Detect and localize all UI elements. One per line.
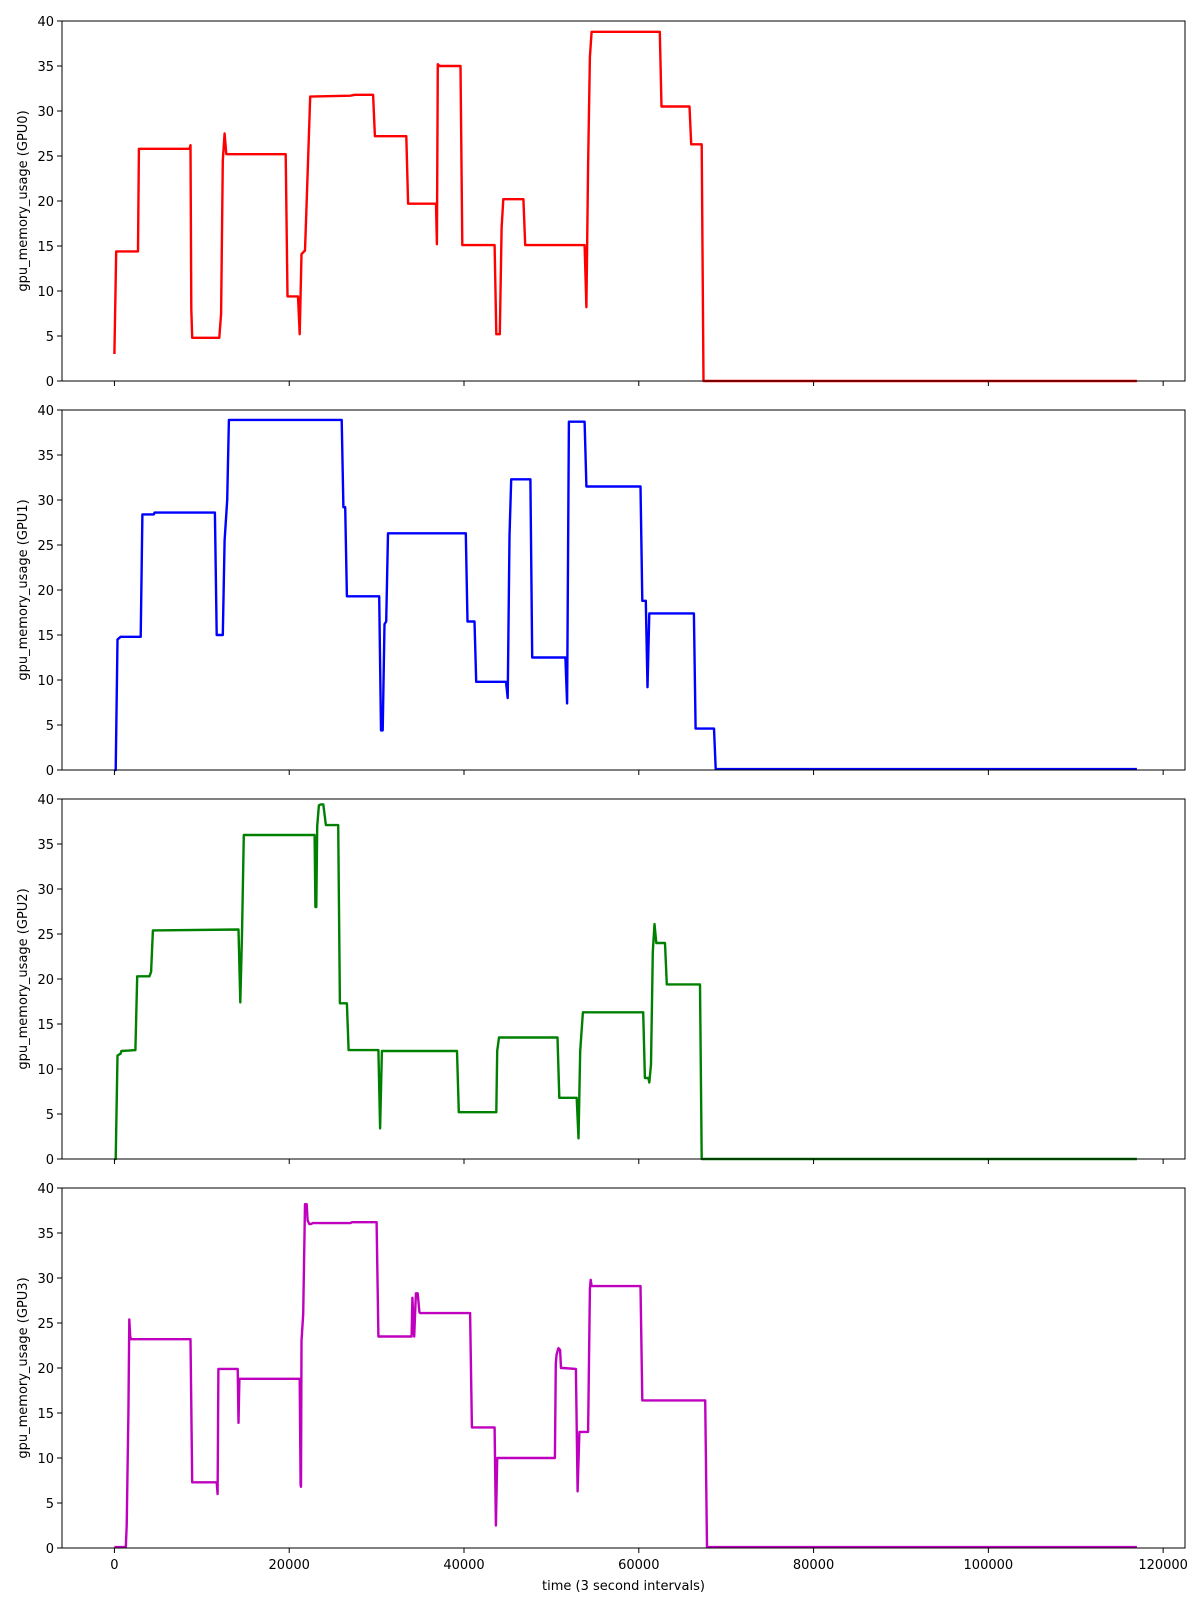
y-tick-label: 15 (37, 629, 54, 644)
y-tick-label: 20 (37, 195, 54, 210)
y-tick-label: 10 (37, 285, 54, 300)
y-tick-label: 40 (37, 404, 54, 419)
axes-frame (61, 20, 1186, 382)
y-tick-label: 25 (37, 928, 54, 943)
y-tick-label: 5 (46, 719, 54, 734)
y-tick-label: 5 (46, 1108, 54, 1123)
y-tick-label: 10 (37, 1063, 54, 1078)
y-tick-label: 20 (37, 584, 54, 599)
y-tick-label: 35 (37, 1227, 54, 1242)
axes-frame (61, 798, 1186, 1160)
y-tick-label: 40 (37, 1182, 54, 1197)
y-tick-label: 0 (46, 1542, 54, 1557)
y-tick-label: 0 (46, 1153, 54, 1168)
series-line-1-0 (114, 418, 1137, 772)
y-axis-label: gpu_memory_usage (GPU2) (16, 888, 31, 1069)
y-tick-label: 20 (37, 973, 54, 988)
y-tick-label: 0 (46, 764, 54, 779)
axes-frame (61, 409, 1186, 771)
y-axis-label: gpu_memory_usage (GPU1) (16, 499, 31, 680)
y-tick-label: 10 (37, 674, 54, 689)
y-tick-label: 40 (37, 793, 54, 808)
y-tick-label: 35 (37, 838, 54, 853)
x-tick-label: 40000 (443, 1558, 484, 1573)
y-tick-label: 35 (37, 60, 54, 75)
y-tick-label: 25 (37, 539, 54, 554)
x-tick-label: 20000 (269, 1558, 310, 1573)
y-tick-label: 10 (37, 1452, 54, 1467)
x-tick-label: 60000 (618, 1558, 659, 1573)
y-tick-label: 25 (37, 150, 54, 165)
y-tick-label: 40 (37, 15, 54, 30)
x-tick-label: 0 (110, 1558, 118, 1573)
y-tick-label: 15 (37, 240, 54, 255)
y-tick-label: 35 (37, 449, 54, 464)
y-axis-label: gpu_memory_usage (GPU3) (16, 1277, 31, 1458)
series-line-2-0 (114, 803, 1137, 1161)
y-tick-label: 25 (37, 1317, 54, 1332)
y-tick-label: 5 (46, 1497, 54, 1512)
y-tick-label: 30 (37, 494, 54, 509)
y-tick-label: 20 (37, 1362, 54, 1377)
y-tick-label: 5 (46, 330, 54, 345)
x-tick-label: 80000 (793, 1558, 834, 1573)
y-axis-label: gpu_memory_usage (GPU0) (16, 110, 31, 291)
x-axis-label: time (3 second intervals) (542, 1579, 705, 1594)
y-tick-label: 30 (37, 1272, 54, 1287)
series-line-0-0 (113, 30, 1137, 383)
series-line-3-0 (114, 1202, 1137, 1549)
y-tick-label: 15 (37, 1018, 54, 1033)
y-tick-label: 0 (46, 375, 54, 390)
x-tick-label: 120000 (1138, 1558, 1188, 1573)
y-tick-label: 30 (37, 883, 54, 898)
x-tick-label: 100000 (964, 1558, 1014, 1573)
y-tick-label: 15 (37, 1407, 54, 1422)
subplot-1: 0 5 10 15 20 25 30 35 40 gpu_memory_usage (GPU1) (16, 404, 1186, 779)
subplot-2: 0 5 10 15 20 25 30 35 40 gpu_memory_usage (GPU2) (16, 793, 1186, 1168)
subplot-0: 0 5 10 15 20 25 30 35 40 gpu_memory_usage (GPU0) (16, 15, 1186, 390)
subplot-3: 0 5 10 15 20 25 30 35 40 0 20000 40000 60000 80000 100… (16, 1182, 1188, 1594)
y-tick-label: 30 (37, 105, 54, 120)
